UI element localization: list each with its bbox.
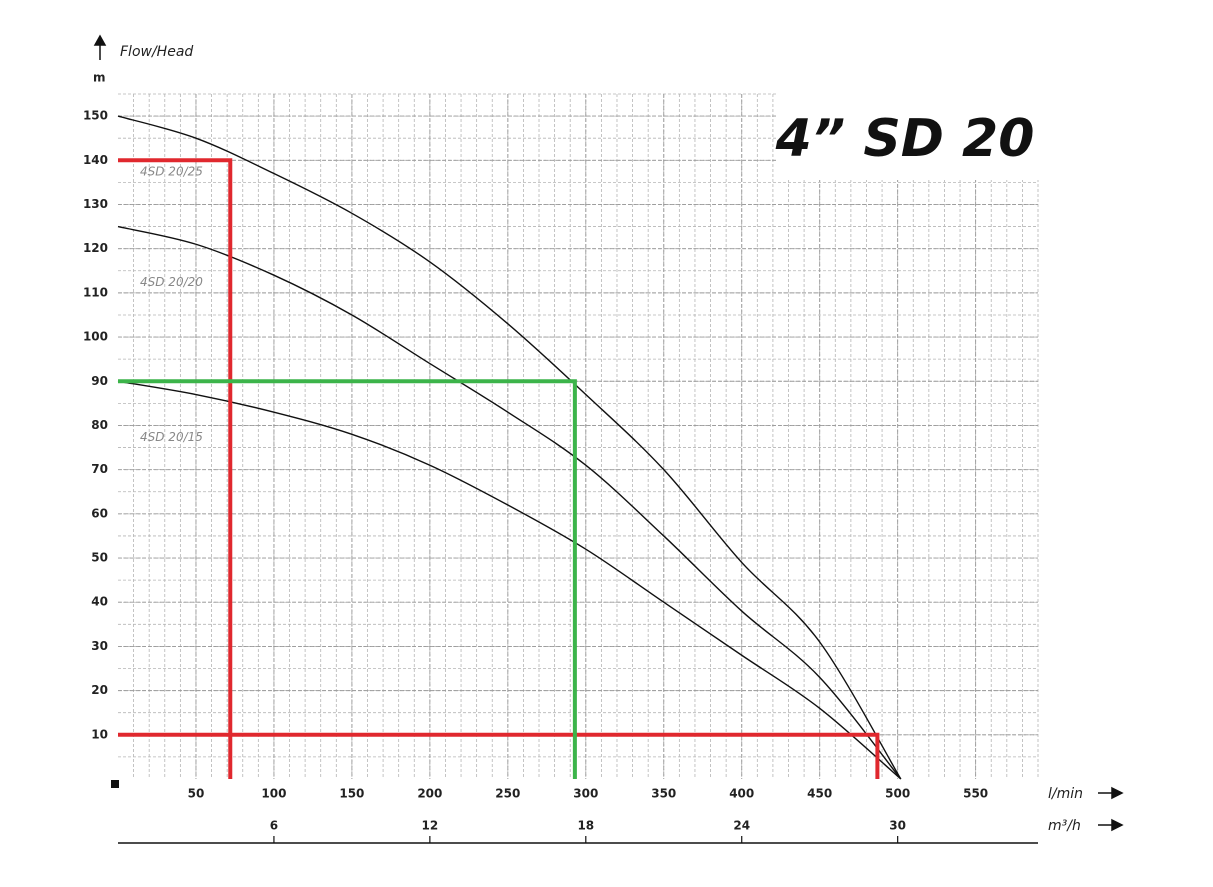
y-unit: m bbox=[93, 71, 106, 85]
x-tick-label: 150 bbox=[339, 787, 364, 801]
x-axis-label: l/min bbox=[1048, 786, 1083, 802]
x-tick-label: 450 bbox=[807, 787, 832, 801]
y-tick-label: 40 bbox=[91, 595, 108, 609]
y-tick-label: 80 bbox=[91, 418, 108, 432]
curve-label: 4SD 20/15 bbox=[140, 430, 203, 444]
guide-line bbox=[118, 732, 880, 779]
y-tick-label: 120 bbox=[83, 241, 108, 255]
y-tick-label: 100 bbox=[83, 330, 108, 344]
pump-curve bbox=[117, 380, 902, 780]
y-tick-label: 110 bbox=[83, 285, 108, 299]
x-tick-label: 500 bbox=[885, 787, 910, 801]
x-arrow bbox=[1098, 786, 1124, 800]
y-tick-label: 140 bbox=[83, 153, 108, 167]
origin-marker bbox=[111, 780, 119, 788]
x-tick-label: 550 bbox=[963, 787, 988, 801]
x2-axis-label: m³/h bbox=[1048, 818, 1081, 834]
y-tick-label: 60 bbox=[91, 506, 108, 520]
x-tick-label: 350 bbox=[651, 787, 676, 801]
x2-tick-label: 12 bbox=[422, 819, 439, 833]
y-tick-label: 70 bbox=[91, 462, 108, 476]
x2-tick-label: 6 bbox=[270, 819, 278, 833]
title-backdrop bbox=[776, 88, 1046, 180]
y-arrow bbox=[93, 34, 107, 60]
x2-tick-label: 24 bbox=[733, 819, 750, 833]
y-tick-label: 20 bbox=[91, 683, 108, 697]
grid bbox=[118, 93, 1039, 779]
guide-line bbox=[118, 158, 233, 779]
x-tick-label: 100 bbox=[261, 787, 286, 801]
y-tick-label: 90 bbox=[91, 374, 108, 388]
y-tick-label: 30 bbox=[91, 639, 108, 653]
x-tick-label: 400 bbox=[729, 787, 754, 801]
x2-tick-label: 30 bbox=[889, 819, 906, 833]
curve-label: 4SD 20/25 bbox=[140, 165, 203, 179]
guide-line bbox=[118, 379, 577, 779]
plot: 4SD 20/25 4SD 20/20 4SD 20/15 bbox=[117, 115, 902, 780]
y-tick-label: 50 bbox=[91, 551, 108, 565]
pump-curve bbox=[117, 115, 902, 780]
y-tick-label: 10 bbox=[91, 727, 108, 741]
chart-title: 4” SD 20 bbox=[775, 109, 1035, 169]
pump-curve bbox=[117, 225, 902, 780]
x-tick-label: 300 bbox=[573, 787, 598, 801]
x-tick-label: 250 bbox=[495, 787, 520, 801]
y-axis-label: Flow/Head bbox=[120, 44, 193, 60]
x2-tick-label: 18 bbox=[577, 819, 594, 833]
x2-arrow bbox=[1098, 818, 1124, 832]
x-tick-label: 200 bbox=[417, 787, 442, 801]
curve-label: 4SD 20/20 bbox=[140, 275, 203, 289]
y-tick-label: 150 bbox=[83, 109, 108, 123]
x-tick-label: 50 bbox=[188, 787, 205, 801]
y-tick-label: 130 bbox=[83, 197, 108, 211]
